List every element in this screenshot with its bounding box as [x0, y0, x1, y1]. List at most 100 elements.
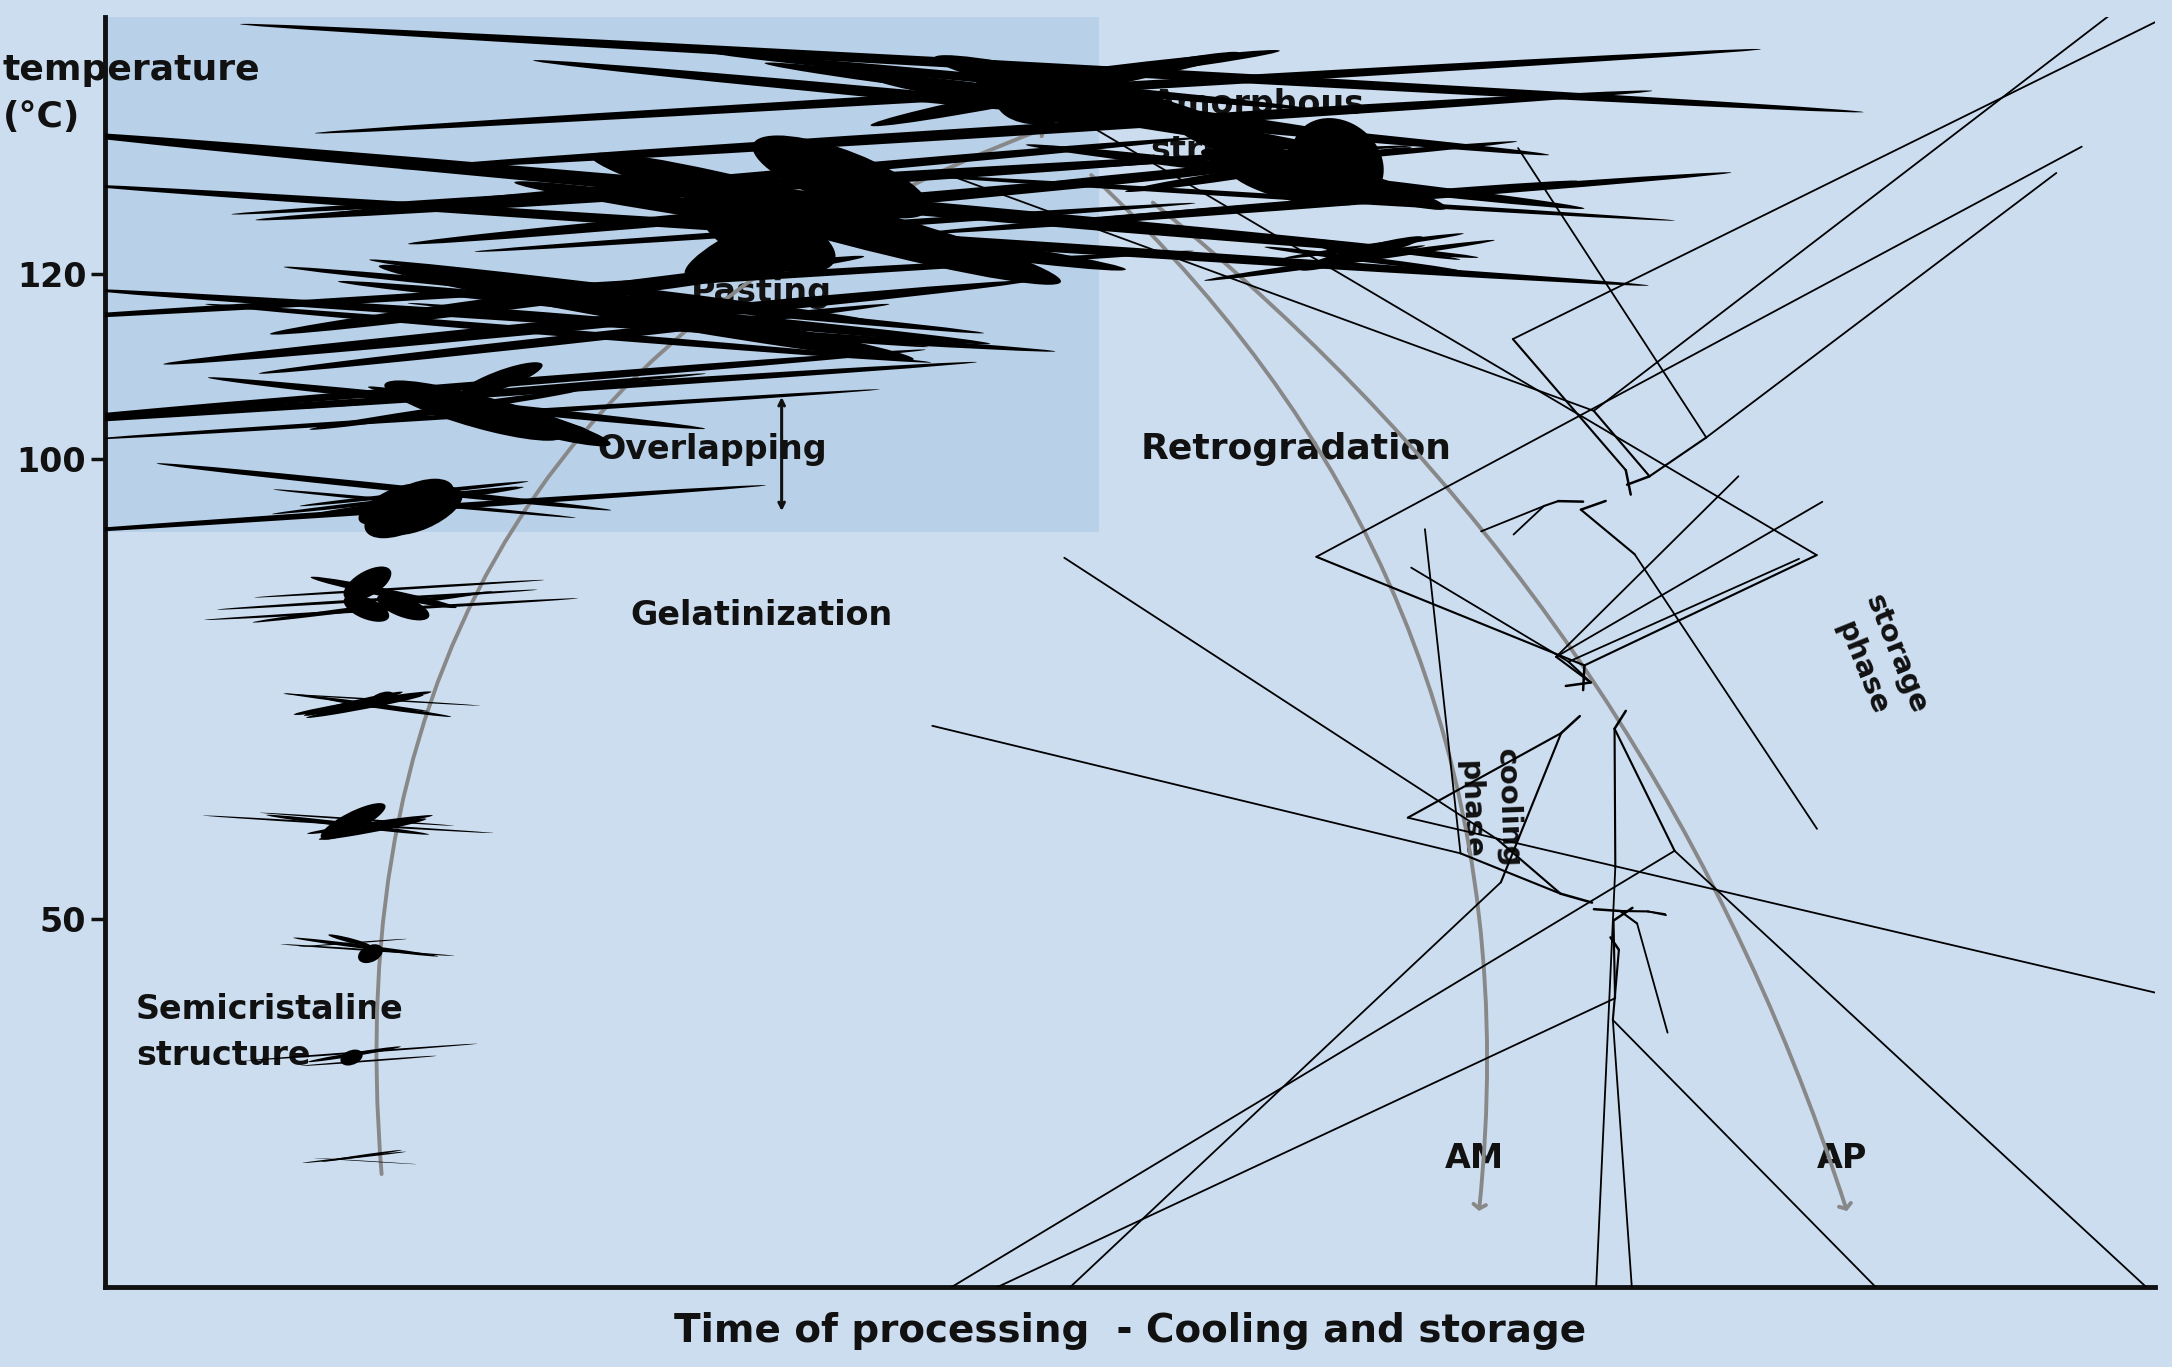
- Ellipse shape: [756, 53, 1444, 90]
- Ellipse shape: [298, 939, 406, 947]
- Ellipse shape: [591, 153, 1060, 284]
- Ellipse shape: [367, 387, 584, 429]
- Ellipse shape: [326, 137, 1199, 215]
- Ellipse shape: [0, 250, 1195, 321]
- Ellipse shape: [702, 201, 836, 273]
- Ellipse shape: [973, 63, 1103, 126]
- Text: AM: AM: [1444, 1141, 1505, 1174]
- Ellipse shape: [274, 489, 576, 518]
- Ellipse shape: [204, 303, 932, 362]
- Ellipse shape: [343, 566, 391, 601]
- Ellipse shape: [328, 700, 452, 716]
- Ellipse shape: [408, 303, 927, 347]
- Ellipse shape: [321, 1150, 402, 1162]
- Ellipse shape: [765, 63, 1342, 134]
- Bar: [1099, 16, 2155, 1288]
- Ellipse shape: [1232, 170, 1327, 205]
- Ellipse shape: [308, 390, 580, 429]
- Ellipse shape: [400, 381, 610, 446]
- Ellipse shape: [1284, 234, 1464, 258]
- Ellipse shape: [239, 23, 1864, 112]
- Ellipse shape: [315, 49, 1761, 134]
- Ellipse shape: [1264, 246, 1462, 272]
- Ellipse shape: [269, 256, 864, 335]
- Ellipse shape: [1025, 145, 1586, 209]
- Ellipse shape: [300, 1055, 437, 1066]
- Ellipse shape: [1290, 245, 1425, 268]
- Ellipse shape: [293, 938, 439, 957]
- Text: cooling
phase: cooling phase: [1455, 748, 1523, 869]
- Ellipse shape: [321, 802, 387, 839]
- Ellipse shape: [369, 260, 867, 320]
- Text: Overlapping: Overlapping: [597, 433, 828, 466]
- Ellipse shape: [311, 577, 456, 608]
- Ellipse shape: [526, 176, 1203, 231]
- Ellipse shape: [752, 135, 930, 219]
- Text: Semicristaline
structure: Semicristaline structure: [137, 992, 404, 1072]
- Ellipse shape: [515, 182, 1125, 271]
- Ellipse shape: [1125, 148, 1412, 191]
- Ellipse shape: [256, 154, 1236, 220]
- Ellipse shape: [217, 589, 536, 610]
- Ellipse shape: [1182, 130, 1447, 211]
- Ellipse shape: [384, 380, 563, 440]
- Ellipse shape: [48, 350, 925, 420]
- Ellipse shape: [1021, 141, 1518, 186]
- Ellipse shape: [80, 390, 880, 440]
- Ellipse shape: [202, 816, 493, 833]
- Ellipse shape: [209, 377, 706, 429]
- Ellipse shape: [258, 303, 891, 373]
- Ellipse shape: [1201, 148, 1355, 198]
- Ellipse shape: [1203, 239, 1494, 280]
- Ellipse shape: [1316, 243, 1375, 260]
- Text: temperature: temperature: [2, 53, 261, 87]
- X-axis label: Time of processing  - Cooling and storage: Time of processing - Cooling and storage: [673, 1312, 1586, 1351]
- Ellipse shape: [339, 282, 990, 344]
- Ellipse shape: [408, 168, 1245, 245]
- Ellipse shape: [1299, 236, 1423, 271]
- Ellipse shape: [886, 174, 1675, 220]
- Ellipse shape: [230, 145, 1416, 215]
- Ellipse shape: [74, 185, 1649, 286]
- Ellipse shape: [532, 60, 1549, 156]
- Text: Gelatinization: Gelatinization: [630, 599, 893, 632]
- Text: Amorphous
structure: Amorphous structure: [1151, 87, 1364, 167]
- Ellipse shape: [365, 478, 454, 539]
- Ellipse shape: [382, 487, 463, 534]
- Ellipse shape: [282, 694, 480, 705]
- Ellipse shape: [934, 55, 1221, 127]
- Ellipse shape: [856, 51, 1279, 104]
- Ellipse shape: [313, 1158, 417, 1165]
- Ellipse shape: [402, 90, 1653, 170]
- Text: storage
phase: storage phase: [1824, 591, 1933, 731]
- Ellipse shape: [1305, 238, 1460, 260]
- Ellipse shape: [367, 692, 395, 708]
- Ellipse shape: [295, 373, 706, 409]
- Ellipse shape: [293, 692, 432, 715]
- Ellipse shape: [378, 593, 430, 621]
- Ellipse shape: [378, 265, 914, 361]
- Bar: [104, 16, 1099, 532]
- Ellipse shape: [308, 1046, 402, 1062]
- Text: (°C): (°C): [2, 100, 80, 134]
- Ellipse shape: [285, 693, 428, 711]
- Text: Retrogradation: Retrogradation: [1140, 432, 1451, 466]
- Ellipse shape: [995, 67, 1090, 124]
- Text: AP: AP: [1816, 1141, 1866, 1174]
- Ellipse shape: [460, 362, 543, 396]
- Ellipse shape: [343, 595, 389, 622]
- Ellipse shape: [306, 694, 424, 718]
- Ellipse shape: [871, 52, 1238, 126]
- Ellipse shape: [252, 592, 493, 622]
- Ellipse shape: [267, 815, 430, 835]
- Ellipse shape: [823, 67, 1360, 157]
- Ellipse shape: [280, 945, 454, 956]
- Ellipse shape: [156, 463, 610, 510]
- Ellipse shape: [319, 819, 426, 839]
- Ellipse shape: [473, 202, 1195, 252]
- Ellipse shape: [358, 945, 382, 964]
- Ellipse shape: [204, 599, 578, 621]
- Ellipse shape: [302, 1151, 406, 1163]
- Ellipse shape: [17, 485, 767, 536]
- Ellipse shape: [254, 580, 545, 597]
